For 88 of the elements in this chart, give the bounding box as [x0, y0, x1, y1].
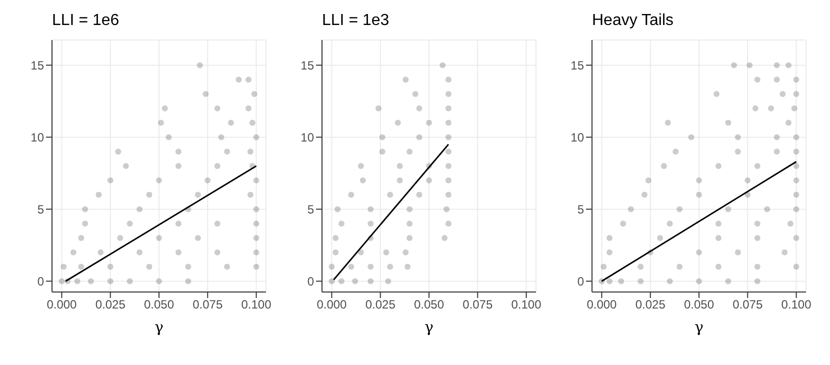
x-tick-label: 0.075	[462, 298, 493, 312]
point	[375, 105, 382, 112]
point	[445, 76, 452, 83]
point	[416, 134, 422, 140]
point	[368, 220, 374, 227]
x-tick-label: 0.000	[586, 298, 618, 312]
point	[348, 264, 354, 270]
point	[440, 62, 446, 68]
x-tick-label: 0.000	[46, 298, 78, 312]
point	[445, 105, 452, 112]
x-tick-label: 0.025	[635, 298, 666, 312]
point	[426, 177, 432, 184]
point	[352, 278, 358, 284]
y-tick-label: 15	[300, 58, 314, 72]
x-tick-label: 0.050	[144, 298, 174, 312]
point	[406, 220, 413, 227]
point	[445, 120, 452, 126]
x-axis-title: γ	[154, 318, 164, 336]
point	[338, 278, 344, 284]
y-tick-label: 0	[37, 274, 44, 288]
point	[394, 120, 401, 126]
point	[387, 192, 394, 198]
point	[445, 91, 452, 97]
point	[358, 163, 364, 169]
x-tick-label: 0.050	[684, 298, 714, 312]
point	[396, 177, 403, 184]
point	[406, 235, 413, 241]
point	[358, 249, 364, 256]
point	[368, 264, 374, 270]
point	[445, 148, 452, 155]
point	[368, 206, 374, 212]
y-tick-label: 0	[307, 274, 314, 288]
x-tick-label: 0.100	[241, 298, 272, 312]
point	[334, 206, 341, 212]
point	[426, 163, 432, 169]
x-tick-label: 0.025	[95, 298, 126, 312]
chart-title: Heavy Tails	[591, 12, 675, 31]
point	[402, 249, 409, 256]
y-tick-label: 15	[570, 58, 584, 72]
point	[332, 249, 339, 256]
point	[379, 148, 386, 155]
point	[445, 192, 452, 198]
y-tick-label: 5	[37, 202, 44, 216]
point	[442, 235, 448, 241]
point	[404, 264, 411, 270]
point	[445, 163, 452, 169]
y-tick-label: 10	[30, 130, 44, 144]
point	[444, 206, 450, 212]
point	[402, 76, 409, 83]
point	[360, 177, 366, 184]
point	[445, 220, 452, 227]
y-tick-label: 0	[577, 274, 584, 288]
point	[406, 206, 413, 212]
y-tick-label: 5	[577, 202, 584, 216]
point	[328, 278, 335, 284]
x-tick-label: 0.100	[511, 298, 542, 312]
y-tick-label: 10	[570, 130, 584, 144]
point	[416, 192, 422, 198]
point	[416, 105, 422, 112]
point	[348, 192, 354, 198]
point	[332, 235, 339, 241]
y-tick-label: 5	[307, 202, 314, 216]
x-axis-title: γ	[424, 318, 434, 336]
point	[383, 249, 390, 256]
point	[368, 235, 374, 241]
point	[445, 134, 452, 140]
point	[338, 220, 344, 227]
point	[412, 91, 418, 97]
point	[426, 120, 432, 126]
point	[385, 278, 392, 284]
x-tick-label: 0.075	[732, 298, 763, 312]
point	[445, 177, 452, 184]
x-tick-label: 0.025	[365, 298, 396, 312]
chart-title: LLI = 1e3	[321, 12, 390, 31]
point	[368, 278, 374, 284]
x-tick-label: 0.050	[414, 298, 444, 312]
chart-title: LLI = 1e6	[51, 12, 120, 31]
point	[379, 134, 386, 140]
y-tick-label: 15	[30, 58, 44, 72]
x-axis-title: γ	[694, 318, 704, 336]
point	[387, 264, 394, 270]
x-tick-label: 0.000	[316, 298, 348, 312]
point	[396, 163, 403, 169]
point	[328, 264, 335, 270]
x-tick-label: 0.075	[192, 298, 223, 312]
y-tick-label: 10	[300, 130, 314, 144]
point	[406, 148, 413, 155]
x-tick-label: 0.100	[781, 298, 812, 312]
